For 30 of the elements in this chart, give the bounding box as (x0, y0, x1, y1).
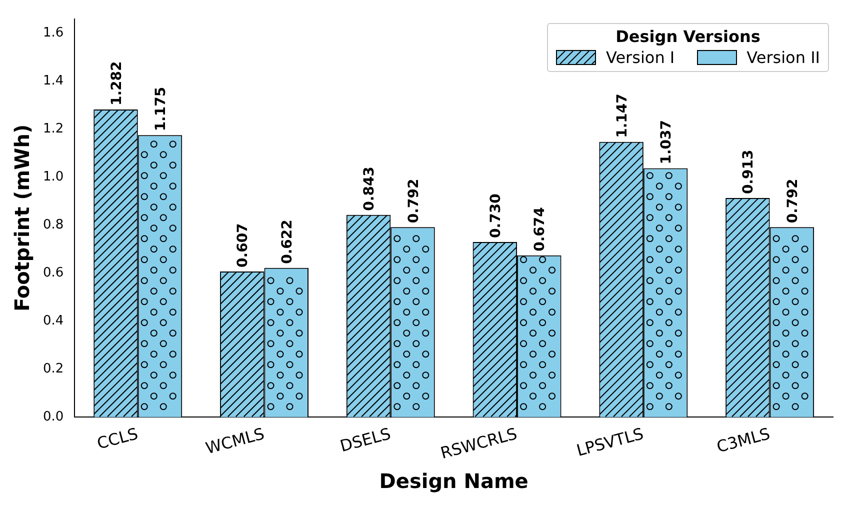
data-label: 1.147 (614, 94, 630, 138)
x-axis-title: Design Name (379, 469, 528, 494)
data-label: 0.674 (532, 206, 548, 252)
data-label: 1.037 (658, 120, 675, 164)
data-label: 0.730 (488, 193, 504, 238)
legend-label: Version II (746, 48, 820, 67)
y-tick-label: 1.2 (42, 122, 64, 137)
data-label: 1.175 (152, 86, 169, 132)
data-label: 0.622 (279, 220, 296, 264)
x-tick-label: CCLS (95, 424, 140, 454)
legend-label: Version I (606, 48, 675, 67)
y-tick-label: 0.2 (42, 362, 64, 377)
x-tick-label: DSELS (338, 424, 393, 456)
y-tick-label: 1.0 (42, 170, 64, 185)
y-tick-label: 0.4 (42, 314, 64, 329)
x-tick-label: C3MLS (714, 424, 772, 456)
data-label: 0.843 (362, 166, 378, 211)
y-tick-label: 0.8 (42, 218, 64, 233)
data-label: 0.792 (784, 178, 801, 224)
y-tick-label: 0.6 (42, 266, 64, 281)
x-tick-label: WCMLS (204, 424, 266, 458)
data-label: 0.913 (740, 150, 757, 194)
data-label: 0.607 (235, 223, 252, 268)
y-tick-label: 0.0 (42, 410, 64, 425)
data-label: 0.792 (406, 178, 422, 224)
data-label: 1.282 (108, 61, 125, 106)
y-tick-label: 1.6 (42, 26, 64, 41)
y-axis-title: Footprint (mWh) (10, 124, 34, 312)
legend-title: Design Versions (614, 26, 762, 46)
y-tick-label: 1.4 (42, 74, 64, 89)
